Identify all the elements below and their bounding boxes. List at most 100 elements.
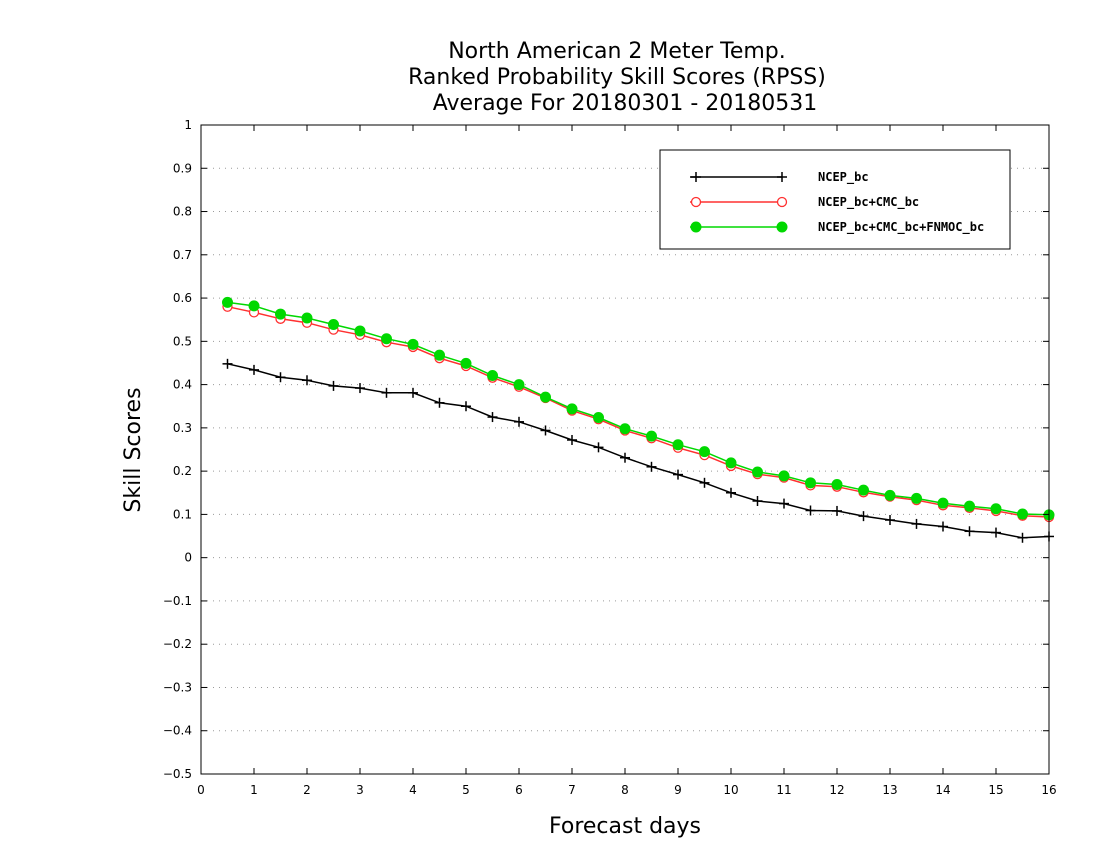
- series-2-point-22: [805, 477, 816, 489]
- series-2-point-5: [354, 325, 366, 337]
- series-0-point-2: [275, 372, 286, 383]
- x-tick-label-15: 15: [988, 783, 1003, 797]
- axis-ticks: −0.5 −0.4 −0.3 −0.2 −0.1 0 0.1 0.2 0.3 0.4 0.5 0.6 0…: [163, 118, 1057, 797]
- series-2-point-29: [990, 503, 1002, 515]
- y-tick-label-2: −0.3: [163, 680, 192, 694]
- legend-label-0: NCEP_bc: [818, 170, 869, 185]
- y-tick-label-1: −0.4: [163, 724, 192, 738]
- series-0-point-27: [938, 521, 948, 532]
- series-0-point-1: [249, 364, 259, 375]
- series-0-point-6: [381, 387, 392, 398]
- series-2-point-16: [646, 430, 657, 442]
- legend: NCEP_bc NCEP_bc+CMC_bc NCEP_bc+CMC_bc+FNMO…: [659, 149, 1011, 250]
- y-tick-label-11: 0.6: [173, 291, 192, 305]
- series-2-point-8: [434, 349, 445, 361]
- series-0-point-19: [726, 487, 736, 498]
- y-tick-label-5: 0: [184, 551, 192, 565]
- y-tick-label-9: 0.4: [173, 378, 192, 392]
- series-2-point-30: [1017, 508, 1028, 520]
- series-0-point-30: [1017, 532, 1028, 543]
- series-2-point-6: [381, 333, 392, 345]
- series-2-point-27: [937, 497, 949, 509]
- series-2-point-18: [699, 446, 710, 458]
- series-0-point-0: [222, 358, 233, 369]
- series-0-point-24: [858, 511, 869, 522]
- legend-marker-left-2: [690, 221, 702, 233]
- series-2-point-20: [752, 466, 763, 478]
- legend-marker-right-0: [777, 172, 787, 182]
- y-tick-label-13: 0.8: [173, 205, 192, 219]
- series-0-point-4: [328, 380, 339, 391]
- x-tick-label-10: 10: [723, 783, 738, 797]
- series-0-point-9: [461, 401, 471, 412]
- series-2-point-2: [275, 308, 286, 320]
- series-2-point-21: [778, 470, 790, 482]
- x-tick-label-9: 9: [674, 783, 682, 797]
- series-2-point-19: [725, 457, 737, 469]
- legend-entry-0: NCEP_bc: [690, 170, 869, 185]
- x-tick-label-16: 16: [1041, 783, 1056, 797]
- series-2-point-9: [460, 357, 472, 369]
- series-2-point-26: [911, 492, 922, 504]
- series-0-point-26: [911, 518, 922, 529]
- y-tick-label-10: 0.5: [173, 334, 192, 348]
- x-tick-label-14: 14: [935, 783, 950, 797]
- series-0-point-17: [673, 469, 683, 480]
- x-tick-label-3: 3: [356, 783, 364, 797]
- x-tick-label-12: 12: [829, 783, 844, 797]
- series-0-point-8: [434, 397, 445, 408]
- series-0-point-29: [991, 527, 1001, 538]
- chart-title-line-1: North American 2 Meter Temp.: [448, 39, 786, 64]
- x-tick-label-4: 4: [409, 783, 417, 797]
- x-tick-label-6: 6: [515, 783, 523, 797]
- series-2-point-28: [964, 500, 975, 512]
- series-0-point-28: [964, 526, 975, 537]
- series-2-point-7: [407, 338, 419, 350]
- series-layer: [222, 296, 1055, 543]
- y-tick-label-4: −0.1: [163, 594, 192, 608]
- y-tick-label-15: 1: [184, 118, 192, 132]
- series-0-point-13: [567, 434, 577, 445]
- legend-entry-2: NCEP_bc+CMC_bc+FNMOC_bc: [690, 220, 984, 235]
- legend-label-1: NCEP_bc+CMC_bc: [818, 195, 919, 210]
- y-tick-label-3: −0.2: [163, 637, 192, 651]
- x-tick-label-8: 8: [621, 783, 629, 797]
- series-2-point-24: [858, 484, 869, 496]
- series-2-point-4: [328, 318, 339, 330]
- series-0-point-11: [514, 416, 524, 427]
- legend-marker-left-0: [691, 172, 701, 182]
- series-2-point-3: [301, 312, 313, 324]
- chart-title-line-2: Ranked Probability Skill Scores (RPSS): [408, 65, 826, 90]
- y-tick-label-14: 0.9: [173, 161, 192, 175]
- series-2-point-11: [513, 379, 525, 391]
- series-0-point-18: [699, 477, 710, 488]
- x-tick-label-2: 2: [303, 783, 311, 797]
- series-0-point-21: [779, 498, 789, 509]
- series-0-point-12: [540, 425, 551, 436]
- series-2: [222, 296, 1055, 521]
- series-2-point-14: [593, 411, 604, 423]
- y-tick-label-0: −0.5: [163, 767, 192, 781]
- y-tick-label-12: 0.7: [173, 248, 192, 262]
- series-2-point-15: [619, 423, 631, 435]
- legend-marker-left-1: [690, 196, 702, 208]
- series-0: [222, 358, 1054, 543]
- series-0-point-25: [885, 515, 895, 526]
- y-axis-label: Skill Scores: [121, 387, 146, 512]
- series-0-point-16: [646, 461, 657, 472]
- series-2-point-17: [672, 439, 684, 451]
- chart-title-line-3: Average For 20180301 - 20180531: [433, 91, 818, 116]
- x-tick-label-1: 1: [250, 783, 258, 797]
- series-2-point-1: [248, 300, 260, 312]
- legend-box: [659, 149, 1011, 250]
- x-tick-label-5: 5: [462, 783, 470, 797]
- legend-label-2: NCEP_bc+CMC_bc+FNMOC_bc: [818, 220, 984, 235]
- series-0-point-20: [752, 495, 763, 506]
- series-0-point-23: [832, 505, 842, 516]
- series-2-point-10: [487, 370, 498, 382]
- series-0-point-3: [302, 375, 312, 386]
- legend-marker-right-1: [776, 196, 788, 208]
- series-0-point-22: [805, 505, 816, 516]
